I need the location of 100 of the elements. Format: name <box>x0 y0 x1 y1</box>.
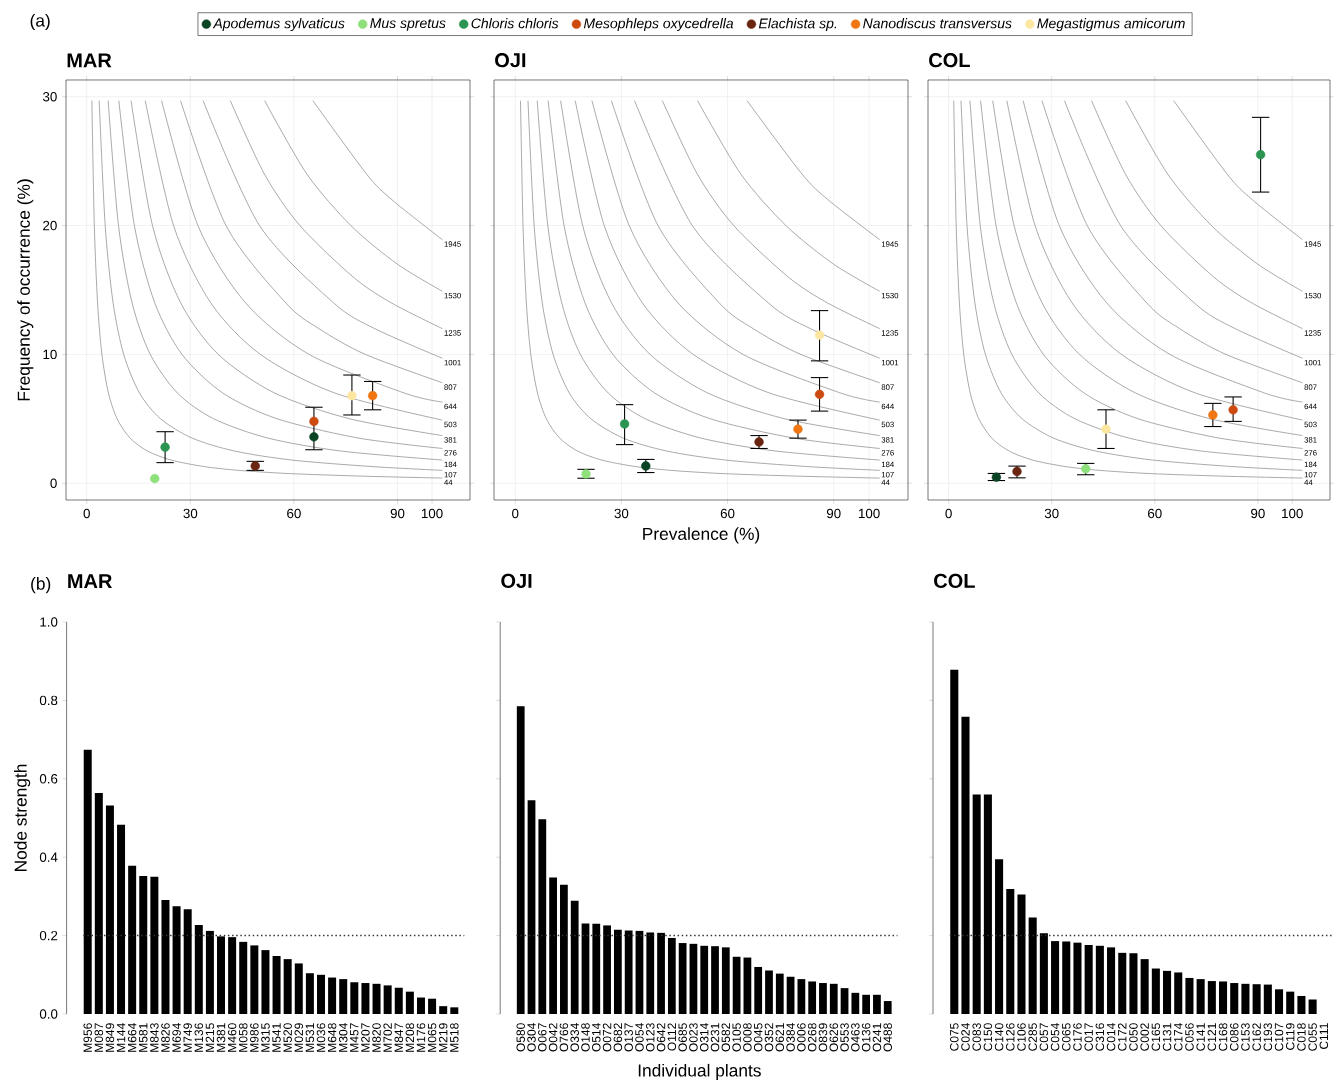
point <box>160 442 170 452</box>
x-tick-label: 100 <box>858 508 880 519</box>
bar <box>1129 953 1138 1014</box>
x-tick-label: C017 <box>1084 1023 1093 1051</box>
bar <box>428 998 437 1014</box>
x-tick-label: C002 <box>1140 1023 1149 1051</box>
bar <box>161 899 170 1014</box>
legend-label: Chloris chloris <box>471 18 559 29</box>
x-tick-label: C165 <box>1151 1023 1161 1051</box>
bar <box>961 716 970 1014</box>
bar <box>700 945 709 1014</box>
bar <box>405 991 414 1014</box>
bar <box>765 970 773 1014</box>
y-tick-label: 20 <box>43 220 57 231</box>
x-tick-label: M702 <box>383 1023 392 1052</box>
x-tick-label: C131 <box>1162 1023 1172 1051</box>
bar <box>1118 952 1127 1014</box>
text: (a) <box>30 13 50 31</box>
legend-label: Mesophleps oxycedrella <box>583 18 734 32</box>
bar <box>383 985 392 1014</box>
bar <box>950 669 959 1014</box>
bar <box>983 794 992 1014</box>
point <box>814 330 825 340</box>
x-tick-label: 0 <box>83 508 90 519</box>
y-axis-title: Frequency of occurrence (%) <box>17 179 34 401</box>
point <box>1208 410 1218 420</box>
bar <box>372 983 381 1014</box>
y-tick-label: 0 <box>50 478 57 488</box>
x-tick-label: 30 <box>1044 508 1059 519</box>
bar <box>549 877 557 1014</box>
bar <box>873 994 881 1014</box>
x-tick-label: 60 <box>720 508 735 519</box>
legend-label: Megastigmus amicorum <box>1037 18 1185 32</box>
x-tick-label: C172 <box>1118 1023 1127 1051</box>
bar <box>1263 984 1272 1014</box>
bar <box>754 966 763 1014</box>
bar <box>439 1006 448 1014</box>
bar <box>194 925 203 1014</box>
point <box>1012 466 1022 477</box>
x-tick-label: M029 <box>294 1023 304 1052</box>
bar <box>1196 979 1205 1014</box>
x-tick-label: M843 <box>150 1023 159 1052</box>
x-tick-label: C107 <box>1274 1023 1284 1051</box>
x-tick-label: O621 <box>775 1023 785 1052</box>
bar <box>1241 983 1250 1014</box>
x-tick-label: O148 <box>581 1023 590 1052</box>
x-tick-label: M208 <box>405 1023 415 1052</box>
bar <box>228 937 237 1014</box>
bar <box>592 923 601 1014</box>
x-tick-label: 100 <box>421 508 443 519</box>
bar <box>1297 995 1306 1014</box>
x-tick-label: M136 <box>194 1023 204 1052</box>
x-tick-label: 0 <box>945 508 952 519</box>
bar <box>117 824 126 1014</box>
chart-title: OJI <box>495 53 526 68</box>
x-tick-label: C168 <box>1218 1023 1228 1051</box>
x-tick-label: 100 <box>1282 508 1303 519</box>
x-tick-label: C150 <box>983 1023 993 1051</box>
x-tick-label: C141 <box>1196 1023 1205 1051</box>
bar <box>678 943 687 1014</box>
bar <box>1006 888 1015 1014</box>
y-tick-label: 0.8 <box>39 695 58 706</box>
bar <box>1230 983 1239 1014</box>
x-tick-label: M520 <box>283 1023 292 1052</box>
bar <box>711 946 719 1014</box>
bar <box>250 945 259 1014</box>
x-tick-label: M036 <box>316 1023 326 1052</box>
point <box>250 461 260 471</box>
x-tick-label: C106 <box>1017 1023 1026 1051</box>
x-tick-label: M381 <box>216 1023 226 1052</box>
x-tick-label: C111 <box>1319 1023 1329 1050</box>
x-tick-label: M207 <box>361 1023 370 1052</box>
x-tick-label: M531 <box>305 1023 315 1052</box>
point <box>309 416 319 427</box>
x-tick-label: 30 <box>183 508 198 519</box>
bar <box>94 792 103 1014</box>
bar <box>581 923 590 1014</box>
chart-title: COL <box>929 53 970 68</box>
bar <box>775 973 784 1014</box>
x-tick-label: C086 <box>1229 1023 1239 1051</box>
point <box>1081 464 1091 474</box>
bar <box>1308 999 1317 1014</box>
y-tick-label: 30 <box>42 92 57 102</box>
point <box>367 390 378 401</box>
bar <box>1151 968 1160 1014</box>
line-series <box>264 100 443 292</box>
bar <box>83 749 92 1014</box>
x-tick-label: O580 <box>516 1023 525 1052</box>
x-tick-label: 30 <box>614 508 629 519</box>
bar <box>1163 970 1172 1014</box>
point <box>641 461 651 471</box>
x-tick-label: C316 <box>1095 1023 1105 1051</box>
x-tick-label: M457 <box>350 1023 359 1052</box>
x-tick-label: C126 <box>1006 1023 1015 1051</box>
bar <box>646 932 655 1014</box>
point <box>1255 150 1266 160</box>
x-tick-label: C057 <box>1039 1023 1049 1051</box>
x-tick-label: O042 <box>548 1023 558 1052</box>
x-tick-label: M820 <box>372 1023 381 1052</box>
x-tick-label: 90 <box>826 508 841 519</box>
